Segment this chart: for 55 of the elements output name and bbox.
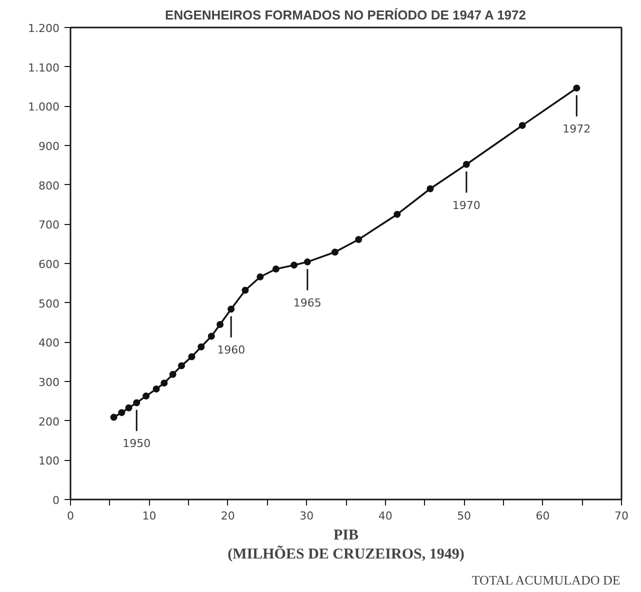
x-tick-label: 20 xyxy=(220,510,235,522)
point xyxy=(331,248,338,256)
point xyxy=(125,404,132,412)
point xyxy=(133,399,140,406)
y-tick-label: 300 xyxy=(38,376,60,389)
y-tick-label: 600 xyxy=(38,258,60,271)
point xyxy=(242,286,249,294)
point xyxy=(188,353,196,360)
point xyxy=(110,414,118,421)
point xyxy=(394,210,401,218)
annotation: 1972 xyxy=(562,122,591,136)
y-tick-label: 200 xyxy=(38,415,60,428)
y-tick-label: 800 xyxy=(38,179,60,192)
x-tick-label: 40 xyxy=(378,510,392,522)
point xyxy=(208,332,215,340)
x-tick-label: 70 xyxy=(614,510,628,522)
y-tick-label: 100 xyxy=(38,454,60,468)
annotation: 1965 xyxy=(293,296,322,310)
point xyxy=(152,385,160,392)
y-tick-label: 900 xyxy=(38,140,60,153)
point xyxy=(198,343,205,350)
point xyxy=(573,84,580,92)
point xyxy=(272,266,280,272)
point xyxy=(178,362,185,370)
text: TOTAL ACUMULADO DE xyxy=(472,572,620,588)
point xyxy=(355,236,362,243)
annotation: 1960 xyxy=(217,344,246,357)
x-tick-label: 30 xyxy=(300,510,314,522)
point xyxy=(290,262,298,269)
point xyxy=(216,320,224,328)
y-tick-label: 500 xyxy=(38,297,60,310)
y-tick-label: 400 xyxy=(38,336,60,350)
x-axis-title: PIB (MILHÕES DE CRUZEIROS, 1949) xyxy=(228,528,464,563)
point xyxy=(160,380,168,387)
y-tick-label: 1.000 xyxy=(28,100,60,114)
y-tick-label: 1.200 xyxy=(28,22,60,35)
x-tick-label: 0 xyxy=(67,510,74,522)
annotation: 1970 xyxy=(452,198,480,212)
x-tick-label: 10 xyxy=(142,510,156,522)
y-tick-label: 1.100 xyxy=(28,61,60,74)
point xyxy=(142,392,150,400)
x-tick-label: 60 xyxy=(536,510,550,522)
x-tick-label: 50 xyxy=(457,510,472,522)
y-tick-label: 700 xyxy=(38,218,60,232)
point xyxy=(228,306,235,313)
point xyxy=(426,185,434,192)
y-tick-label: 0 xyxy=(52,494,60,507)
point xyxy=(256,273,264,280)
point xyxy=(304,258,311,266)
point xyxy=(462,160,470,168)
point xyxy=(169,370,176,378)
annotation: 1950 xyxy=(122,437,151,450)
point xyxy=(518,122,526,129)
point xyxy=(118,409,126,416)
chart-title: ENGENHEIROS FORMADOS NO PERÍODO DE 1947 A 1972 xyxy=(165,8,526,22)
